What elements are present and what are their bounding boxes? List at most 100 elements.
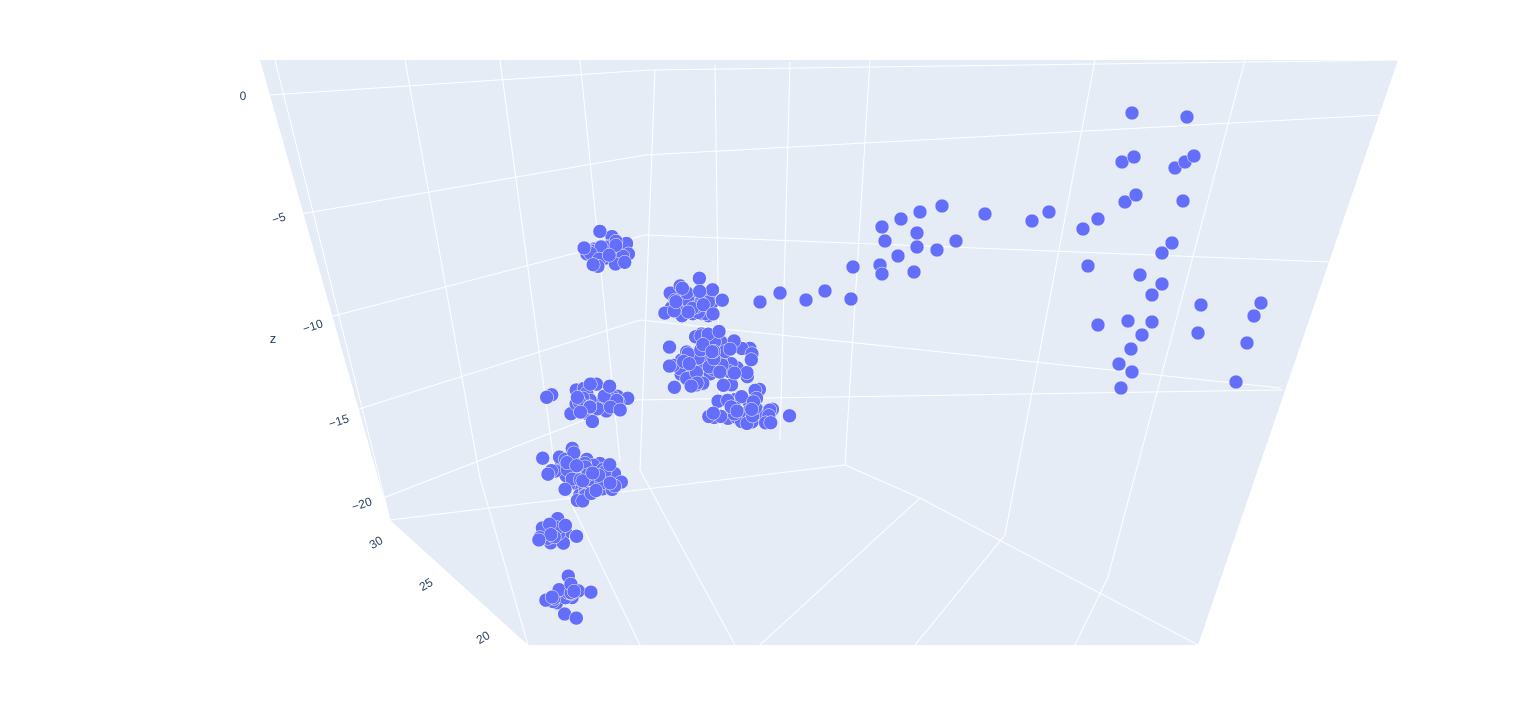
data-point bbox=[540, 466, 556, 482]
gridline-4 bbox=[339, 319, 1281, 416]
data-point bbox=[569, 529, 584, 544]
gridline-10 bbox=[639, 69, 656, 471]
data-point bbox=[543, 527, 559, 542]
data-markers[interactable] bbox=[531, 105, 1269, 626]
axis-tick-labels: 0 −5 −10 −15 −20 30 25 20 bbox=[240, 89, 493, 647]
data-point bbox=[1186, 148, 1202, 164]
data-point bbox=[585, 465, 600, 481]
axis-titles: z bbox=[270, 331, 277, 346]
data-point bbox=[1126, 149, 1142, 165]
gridline-19 bbox=[1074, 576, 1109, 646]
data-point bbox=[1154, 245, 1170, 261]
data-point bbox=[817, 283, 833, 299]
data-point bbox=[662, 339, 677, 355]
data-point bbox=[566, 584, 582, 599]
y-tick-label: 30 bbox=[367, 533, 386, 552]
data-point bbox=[683, 378, 699, 394]
data-point bbox=[558, 518, 573, 533]
data-point bbox=[573, 404, 588, 420]
data-point bbox=[535, 450, 550, 466]
data-point bbox=[909, 225, 925, 241]
data-point bbox=[1090, 211, 1106, 227]
gridline-2 bbox=[294, 114, 1381, 216]
data-point bbox=[588, 483, 604, 498]
data-point bbox=[877, 233, 893, 249]
data-point bbox=[1246, 308, 1262, 324]
data-point bbox=[681, 356, 697, 371]
gridline-23 bbox=[919, 497, 1199, 646]
data-point bbox=[763, 415, 778, 430]
data-point bbox=[585, 257, 601, 272]
gridline-7 bbox=[404, 59, 481, 479]
gridline-18 bbox=[914, 534, 1006, 646]
data-point bbox=[705, 282, 720, 298]
data-point bbox=[874, 266, 890, 282]
data-point bbox=[1123, 341, 1139, 357]
data-point bbox=[1132, 267, 1148, 283]
data-point bbox=[1175, 193, 1191, 209]
gridline-1 bbox=[269, 59, 1399, 96]
data-point bbox=[1128, 187, 1144, 203]
data-point bbox=[680, 304, 696, 320]
data-point bbox=[715, 292, 730, 308]
data-point bbox=[1041, 204, 1057, 220]
y-tick-label: 25 bbox=[417, 575, 436, 594]
data-point bbox=[592, 224, 608, 239]
data-point bbox=[934, 198, 950, 214]
data-point bbox=[675, 281, 690, 296]
data-point bbox=[729, 403, 745, 419]
data-point bbox=[1190, 325, 1206, 341]
data-point bbox=[602, 379, 617, 394]
data-point bbox=[569, 610, 584, 626]
gridline-17 bbox=[759, 497, 921, 646]
data-point bbox=[539, 390, 554, 405]
data-point bbox=[557, 482, 573, 497]
data-point bbox=[909, 239, 925, 255]
data-point bbox=[583, 376, 598, 392]
data-point bbox=[696, 297, 711, 312]
data-point bbox=[1154, 276, 1170, 292]
data-point bbox=[705, 306, 721, 322]
gridline-16 bbox=[844, 464, 921, 499]
data-point bbox=[617, 255, 632, 270]
data-point bbox=[706, 405, 721, 421]
scene-background bbox=[260, 60, 1398, 645]
data-point bbox=[1075, 221, 1091, 237]
data-point bbox=[1120, 313, 1136, 329]
y-tick-label: 20 bbox=[474, 628, 493, 647]
gridline-20 bbox=[479, 477, 529, 646]
data-point bbox=[906, 264, 922, 280]
data-point bbox=[667, 380, 682, 395]
data-point bbox=[912, 204, 928, 220]
z-tick-label: −20 bbox=[350, 494, 374, 514]
data-point bbox=[1144, 287, 1160, 303]
data-point bbox=[662, 358, 677, 374]
data-point bbox=[570, 390, 585, 405]
data-point bbox=[929, 242, 945, 258]
data-point bbox=[772, 285, 788, 301]
data-point bbox=[601, 247, 617, 263]
data-point bbox=[874, 219, 890, 235]
data-point bbox=[692, 271, 707, 286]
data-point bbox=[1124, 364, 1140, 380]
z-tick-label: −5 bbox=[270, 209, 288, 227]
data-point bbox=[575, 473, 591, 489]
gridline-15 bbox=[1107, 59, 1246, 578]
data-point bbox=[727, 365, 742, 381]
data-point bbox=[1080, 258, 1096, 274]
data-point bbox=[711, 324, 727, 339]
data-point bbox=[1024, 213, 1040, 229]
gridline-22 bbox=[639, 469, 736, 646]
data-point bbox=[1239, 335, 1255, 351]
z-axis-title: z bbox=[270, 331, 277, 346]
data-point bbox=[1228, 374, 1244, 390]
data-point bbox=[782, 408, 797, 424]
data-point bbox=[544, 589, 560, 605]
data-point bbox=[843, 291, 859, 307]
data-point bbox=[569, 458, 584, 473]
gridline-21 bbox=[554, 469, 641, 646]
scene-pane-2 bbox=[390, 390, 1282, 645]
data-point bbox=[948, 233, 964, 249]
